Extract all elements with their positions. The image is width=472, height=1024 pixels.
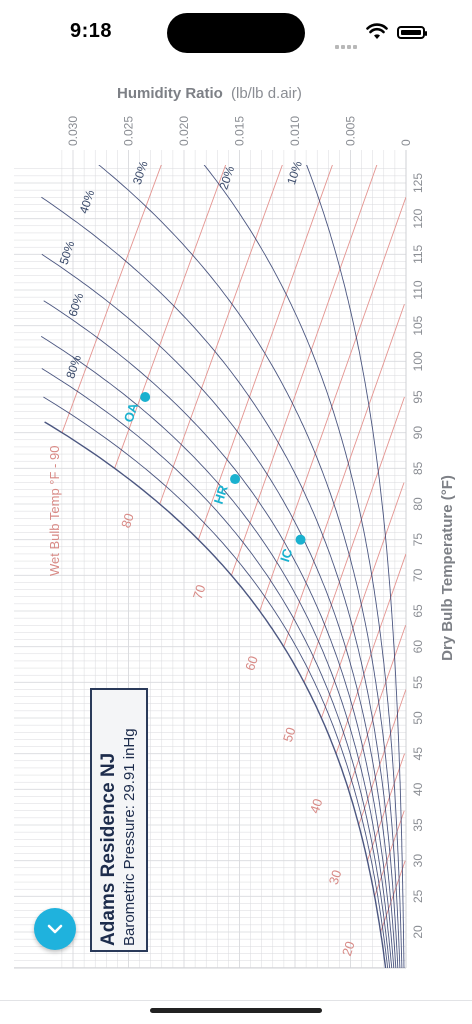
- humidity-ratio-tick-label: 0.020: [177, 116, 191, 146]
- psychrometric-chart[interactable]: 20 25 30 35 40 45 50 55 60 65 70 75 80 85 90 95 100 105 11…: [0, 0, 472, 1000]
- rh-label: 40%: [77, 188, 98, 215]
- rh-label: 80%: [63, 353, 84, 380]
- dry-bulb-tick-label: 40: [411, 782, 425, 796]
- dry-bulb-axis-title: Dry Bulb Temperature (°F): [439, 475, 456, 661]
- dry-bulb-tick-label: 120: [411, 208, 425, 228]
- dry-bulb-tick-label: 70: [411, 568, 425, 582]
- wet-bulb-label: 50: [280, 725, 299, 743]
- wet-bulb-label: 40: [307, 797, 326, 815]
- rh-label: 50%: [57, 239, 78, 266]
- wet-bulb-line: [231, 165, 378, 576]
- dry-bulb-tick-label: 25: [411, 889, 425, 903]
- humidity-ratio-tick-label: 0.015: [233, 116, 247, 146]
- humidity-ratio-tick-label: 0: [399, 139, 413, 146]
- chevron-down-icon: [47, 924, 63, 934]
- dry-bulb-tick-label: 45: [411, 747, 425, 761]
- wet-bulb-label: 20: [339, 939, 358, 957]
- status-time: 9:18: [70, 20, 113, 42]
- cellular-signal-icon: [335, 36, 359, 54]
- rh-curve: [43, 396, 389, 968]
- humidity-ratio-unit: (lb/lb d.air): [231, 85, 302, 102]
- dry-bulb-tick-label: 80: [411, 497, 425, 511]
- wet-bulb-line: [114, 165, 227, 469]
- dry-bulb-tick-label: 35: [411, 818, 425, 832]
- wet-bulb-label: 30: [326, 868, 345, 886]
- dry-bulb-tick-label: 100: [411, 351, 425, 371]
- wet-bulb-label: 80: [118, 511, 137, 529]
- dry-bulb-tick-label: 95: [411, 390, 425, 404]
- dry-bulb-tick-label: 105: [411, 315, 425, 335]
- wet-bulb-line: [358, 689, 406, 826]
- wet-bulb-line: [197, 165, 333, 540]
- wet-bulb-line: [303, 396, 405, 683]
- home-indicator: [150, 1008, 322, 1013]
- wet-bulb-label: 70: [190, 583, 209, 601]
- wet-bulb-line: [283, 304, 405, 647]
- state-point[interactable]: [140, 392, 151, 402]
- rh-curve: [41, 196, 399, 968]
- dry-bulb-tick-label: 55: [411, 675, 425, 689]
- wet-bulb-line: [374, 810, 405, 897]
- rh-label: 20%: [216, 164, 237, 191]
- humidity-ratio-axis-title: Humidity Ratio (lb/lb d.air): [117, 85, 302, 102]
- wet-bulb-line: [380, 860, 406, 933]
- rh-curve: [306, 165, 405, 968]
- battery-icon: [397, 26, 427, 39]
- dry-bulb-tick-label: 20: [411, 925, 425, 939]
- humidity-ratio-tick-label: 0.010: [288, 116, 302, 146]
- humidity-ratio-tick-label: 0.030: [66, 116, 80, 146]
- wet-bulb-line: [366, 753, 405, 861]
- state-point-label: OA: [121, 400, 141, 424]
- wifi-icon: [366, 23, 388, 39]
- state-points[interactable]: OA HR IC: [121, 392, 306, 564]
- dry-bulb-tick-label: 115: [411, 244, 425, 263]
- project-title: Adams Residence NJ: [98, 752, 119, 946]
- dry-bulb-tick-label: 90: [411, 426, 425, 440]
- dynamic-island: [167, 13, 305, 53]
- state-point[interactable]: [230, 474, 241, 485]
- dry-bulb-tick-label: 65: [411, 604, 425, 618]
- state-point[interactable]: [295, 534, 306, 545]
- dry-bulb-tick-label: 30: [411, 854, 425, 868]
- bottom-divider: [0, 1000, 472, 1001]
- rh-label: 30%: [130, 159, 151, 186]
- rh-curve: [44, 421, 387, 968]
- wet-bulb-label: 60: [242, 654, 261, 672]
- status-bar: 9:18: [0, 0, 472, 64]
- wet-bulb-line: [321, 482, 405, 719]
- rh-curve: [203, 165, 403, 968]
- dry-bulb-tick-label: 60: [411, 640, 425, 654]
- rh-curve: [98, 165, 401, 968]
- rh-curve: [41, 368, 391, 968]
- humidity-ratio-tick-label: 0.005: [344, 116, 358, 146]
- state-point-label: HR: [211, 483, 231, 506]
- project-info-box: Adams Residence NJ Barometric Pressure: …: [90, 688, 148, 952]
- dry-bulb-tick-label: 125: [411, 173, 425, 193]
- rh-label: 10%: [284, 159, 305, 186]
- chart-grid: [14, 150, 407, 969]
- dry-bulb-tick-label: 50: [411, 711, 425, 725]
- state-point-label: IC: [277, 546, 295, 564]
- rh-curve: [40, 336, 393, 968]
- rh-curve: [43, 300, 395, 968]
- humidity-ratio-title: Humidity Ratio: [117, 85, 223, 102]
- wet-bulb-line: [159, 165, 283, 505]
- wet-bulb-line: [347, 625, 406, 790]
- rh-label: 60%: [65, 291, 86, 318]
- rh-curve: [41, 253, 397, 968]
- relative-humidity-curves: [40, 165, 405, 968]
- barometric-pressure: Barometric Pressure: 29.91 inHg: [121, 728, 138, 946]
- humidity-ratio-tick-label: 0.025: [122, 116, 136, 146]
- dry-bulb-tick-label: 75: [411, 533, 425, 547]
- wet-bulb-line: [61, 165, 162, 433]
- wet-bulb-axis-label: Wet Bulb Temp °F - 90: [47, 446, 62, 576]
- axis-ticks: 20 25 30 35 40 45 50 55 60 65 70 75 80 85 90 95 100 105 11…: [66, 116, 425, 939]
- dry-bulb-tick-label: 110: [411, 280, 425, 299]
- expand-menu-button[interactable]: [34, 908, 76, 950]
- dry-bulb-tick-label: 85: [411, 461, 425, 475]
